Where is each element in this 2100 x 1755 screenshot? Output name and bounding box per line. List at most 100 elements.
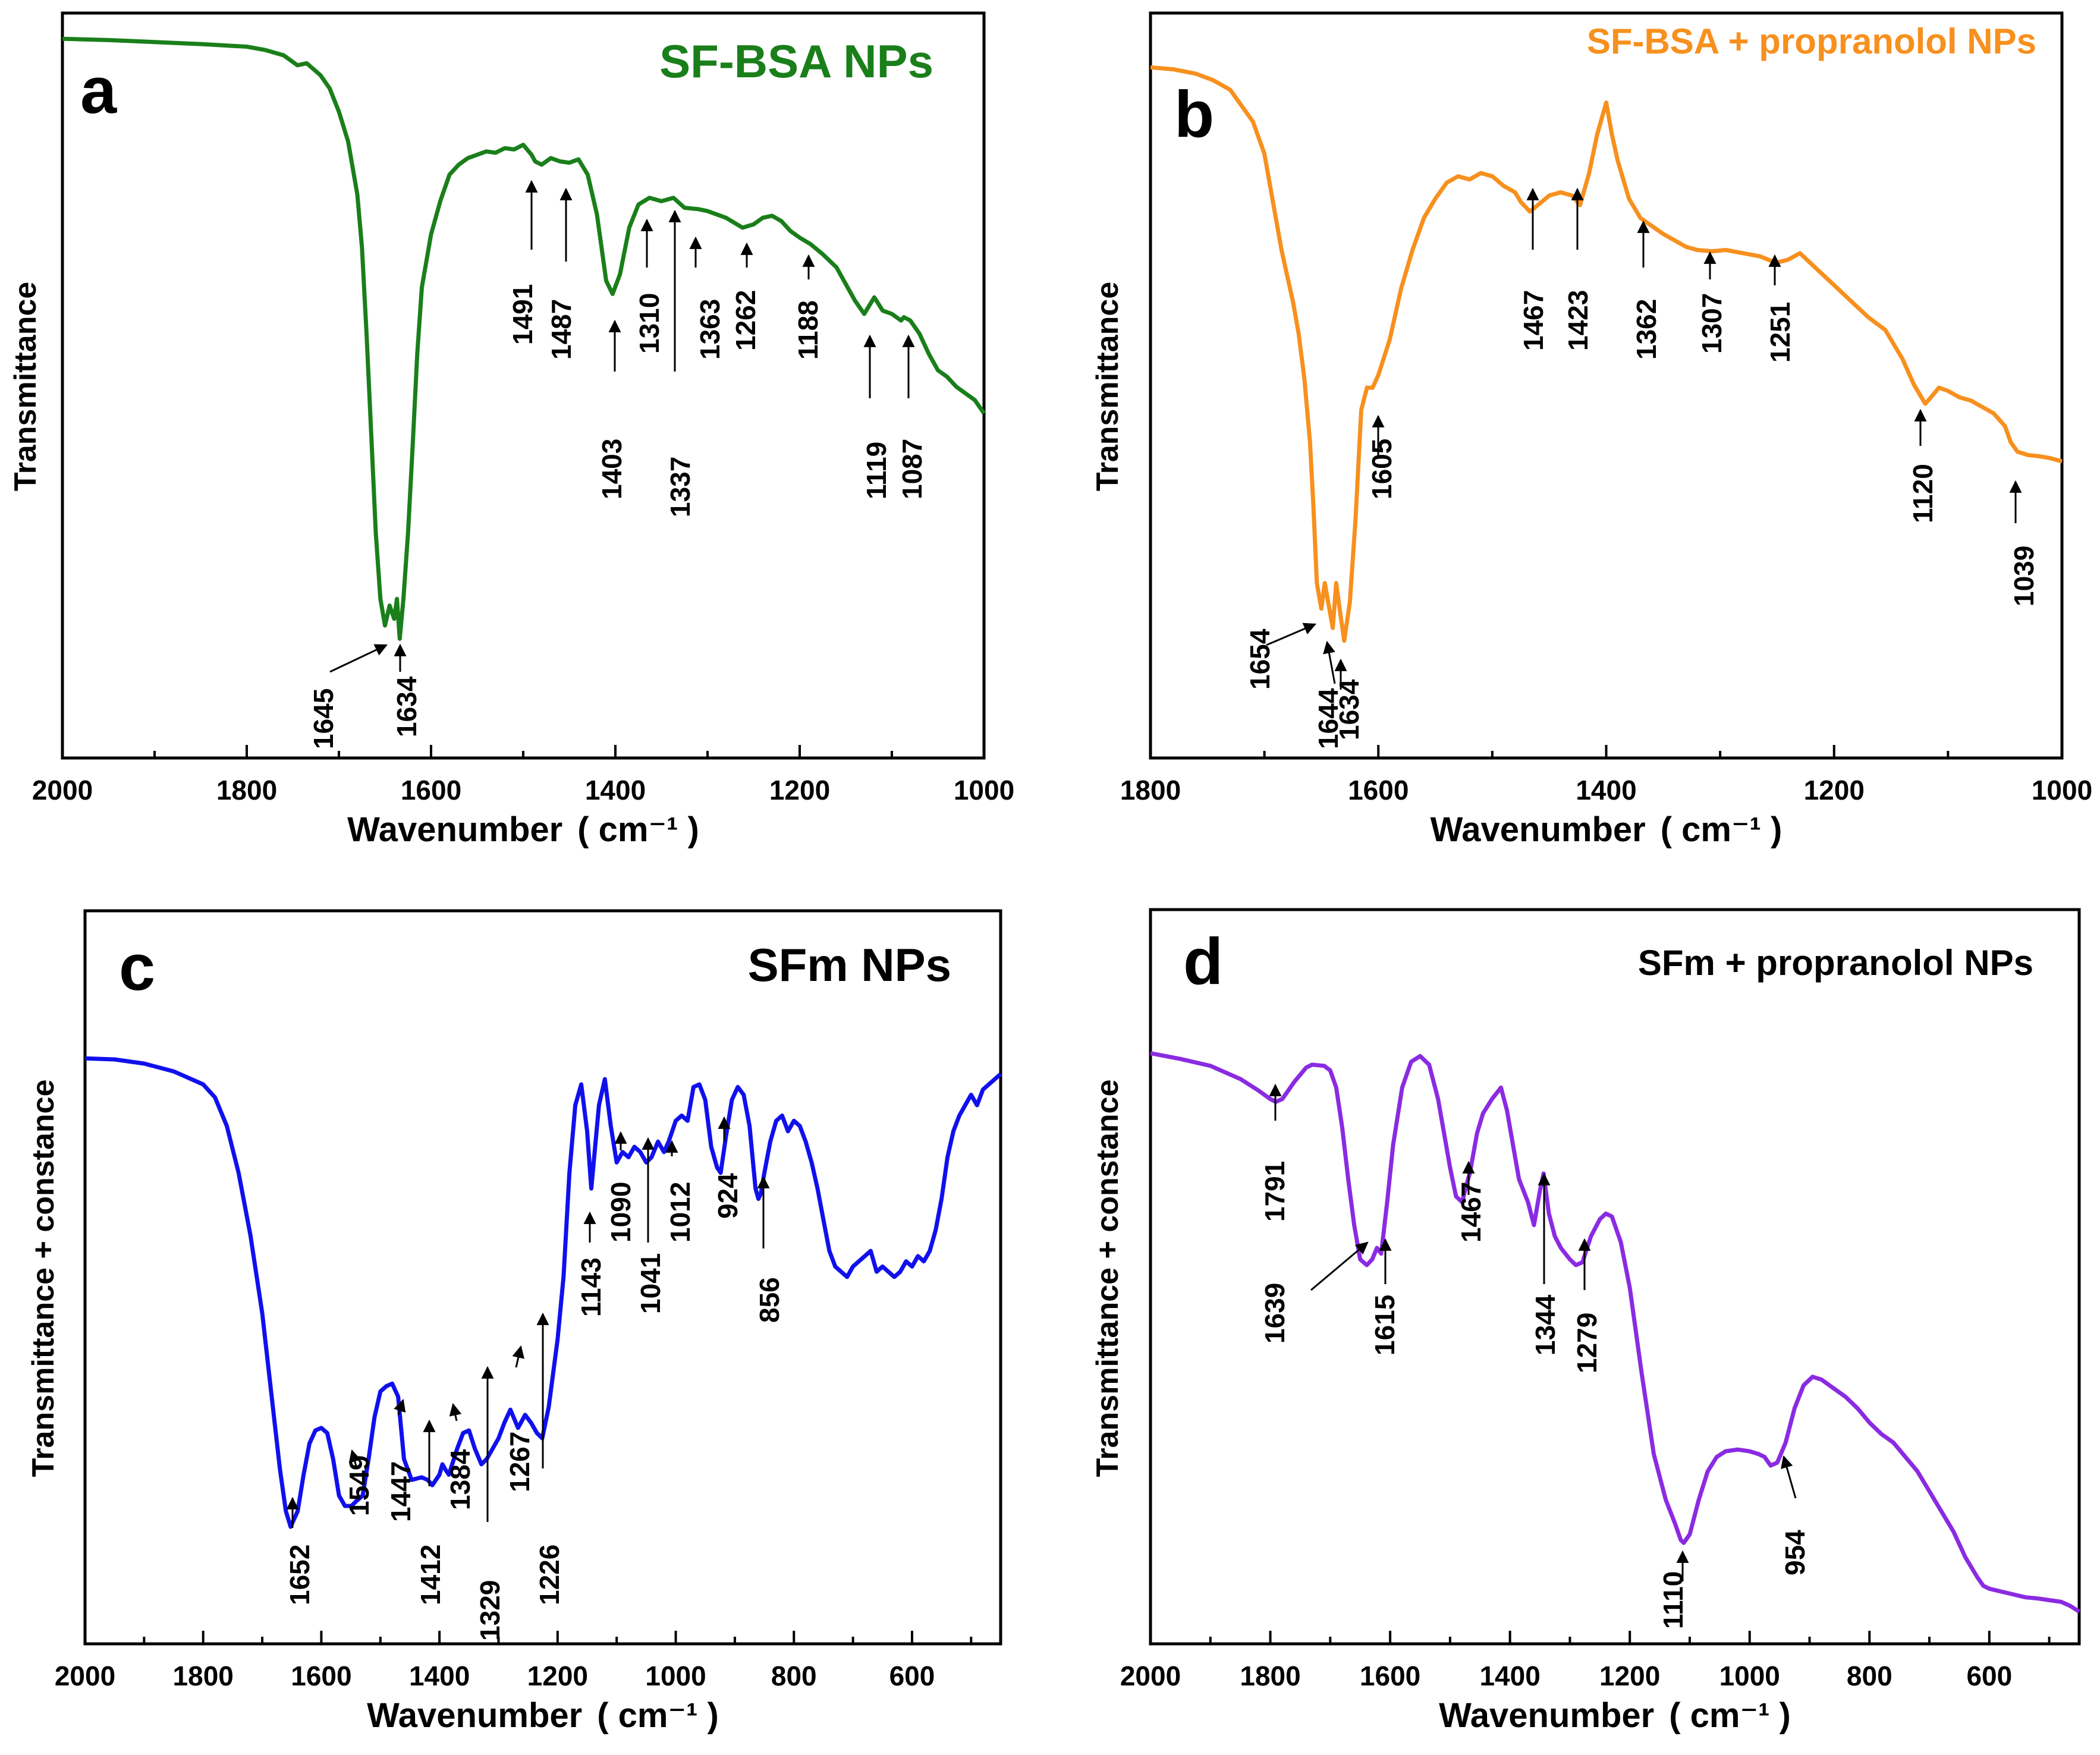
peak-label: 1639 [1259,1283,1290,1344]
x-tick-label: 2000 [32,775,93,806]
peak-arrow [1310,1241,1369,1291]
x-axis-label: Wavenumber ( cm⁻¹ ) [367,1696,719,1735]
peak-label: 1615 [1369,1295,1400,1355]
plot-frame [1149,908,2081,1646]
x-axis-label: Wavenumber ( cm⁻¹ ) [1431,810,1783,849]
peak-label: 856 [754,1277,785,1323]
peak-label: 1467 [1455,1182,1486,1243]
x-tick-label: 600 [1966,1660,2012,1691]
peak-label: 1791 [1259,1161,1290,1222]
peak-arrow [1323,640,1336,684]
peak-label: 1310 [634,293,665,354]
peak-label: 1467 [1518,290,1549,351]
peak-label: 1120 [1907,464,1938,523]
peak-label: 1110 [1658,1571,1689,1629]
peak-label: 1119 [861,442,892,499]
x-tick-label: 2000 [55,1660,115,1691]
peak-label: 1329 [474,1580,505,1641]
series-line [1150,1051,2080,1614]
peak-label: 1226 [534,1545,565,1605]
panel-b: 1800 1600 1400 1200 1000 Wavenumber ( cm⁻¹ ) Tr… [1090,11,2092,849]
chart-title: SFm + propranolol NPs [1638,943,2033,983]
panel-letter: c [119,931,155,1004]
x-tick-label: 1200 [769,775,830,806]
x-tick-label: 1800 [216,775,277,806]
peak-label: 1362 [1631,299,1662,360]
peak-arrow [1781,1455,1797,1499]
plot-frame [83,909,1002,1646]
peak-label: 1307 [1696,293,1727,354]
x-axis-label: Wavenumber ( cm⁻¹ ) [1439,1696,1791,1735]
x-tick-label: 1000 [2032,775,2092,806]
peak-label: 1087 [897,439,928,499]
x-tick-label: 2000 [1120,1660,1181,1691]
x-tick-label: 1400 [409,1660,470,1691]
y-axis-label: Transmittance [8,282,43,492]
series-line [62,36,986,641]
peak-label: 1634 [1334,679,1365,740]
x-tick-label: 1200 [1804,775,1865,806]
plot-frame [61,11,986,760]
peak-label: 1423 [1563,290,1593,351]
peak-label: 1337 [665,457,696,517]
x-axis-label-text: Wavenumber [1439,1696,1654,1735]
peak-arrow [329,644,388,673]
x-tick-label: 1600 [1360,1660,1420,1691]
x-tick-label: 600 [889,1660,935,1691]
peak-label: 1491 [507,284,538,345]
x-axis-label-text: Wavenumber [1431,810,1646,849]
series-line [84,1056,1002,1529]
peak-label: 1634 [391,676,422,737]
x-axis-unit: ( cm⁻¹ ) [597,1696,719,1735]
series-line [1150,65,2063,643]
peak-label: 1344 [1530,1294,1561,1355]
peak-label: 1645 [308,688,339,749]
chart-title: SF-BSA NPs [659,35,933,87]
x-tick-label: 1200 [527,1660,588,1691]
x-tick-label: 800 [1847,1660,1892,1691]
chart-title: SFm NPs [748,939,951,991]
peak-label: 1644 [1313,688,1344,749]
x-tick-label: 1600 [291,1660,351,1691]
chart-title: SF-BSA + propranolol NPs [1587,21,2036,61]
x-axis-unit: ( cm⁻¹ ) [1661,810,1783,849]
peak-arrow [449,1402,462,1421]
x-axis-unit: ( cm⁻¹ ) [1669,1696,1791,1735]
panel-d: 2000 1800 1600 1400 1200 1000 800 600 Wavenumber… [1090,908,2081,1735]
x-tick-label: 1600 [401,775,461,806]
peak-label: 1412 [415,1545,446,1605]
peak-arrow [512,1345,525,1368]
peak-label: 924 [712,1173,743,1219]
peak-arrow [1266,622,1316,646]
x-tick-label: 1800 [173,1660,234,1691]
panel-letter: a [80,54,117,127]
peak-label: 1039 [2008,546,2039,606]
x-tick-label: 1400 [585,775,646,806]
peak-label: 1188 [793,300,823,360]
peak-label: 1251 [1765,302,1796,363]
peak-label: 1605 [1366,439,1397,499]
peak-label: 1012 [665,1182,696,1243]
peak-label: 1090 [605,1182,636,1243]
peak-label: 1654 [1244,628,1275,690]
peak-label: 1384 [445,1449,476,1510]
x-tick-label: 1400 [1576,775,1636,806]
peak-label: 1262 [730,290,761,351]
panel-c: 2000 1800 1600 1400 1200 1000 800 600 Wavenumber… [26,909,1002,1735]
peak-label: 1403 [596,439,627,499]
y-axis-label: Transmittance [1090,282,1125,492]
peak-label: 1041 [635,1253,666,1314]
x-tick-label: 1600 [1348,775,1409,806]
x-axis-label-text: Wavenumber [347,810,562,849]
peak-arrow [394,1398,406,1416]
peak-label: 1279 [1571,1313,1602,1373]
peak-label: 1549 [344,1455,375,1516]
y-axis-label: Transmittance + constance [26,1079,61,1477]
x-axis-label-text: Wavenumber [367,1696,582,1735]
x-tick-label: 1400 [1479,1660,1540,1691]
peak-label: 1143 [576,1257,606,1317]
x-tick-label: 1000 [954,775,1014,806]
x-tick-label: 800 [771,1660,817,1691]
x-tick-label: 1200 [1599,1660,1660,1691]
